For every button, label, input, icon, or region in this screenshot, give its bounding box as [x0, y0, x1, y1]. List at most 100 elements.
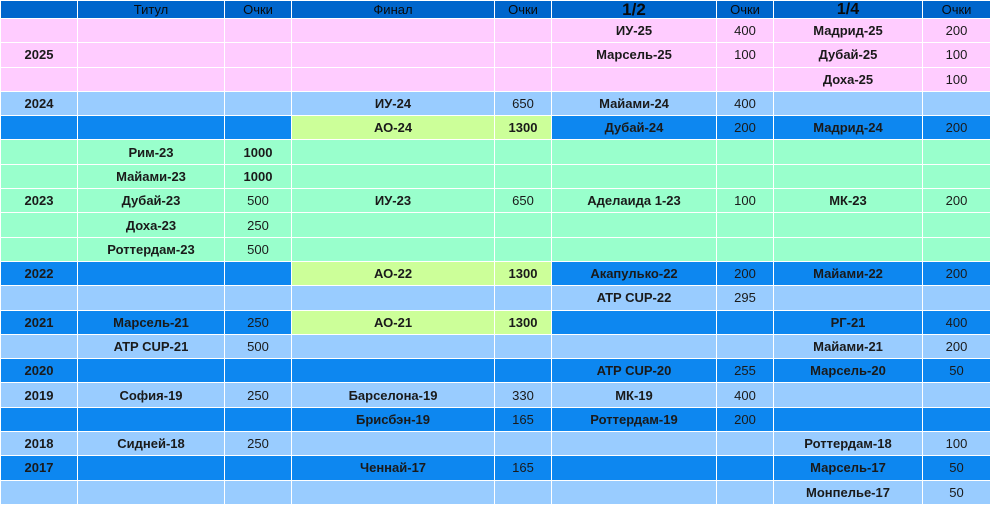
semifinal-points-cell: 295 [717, 286, 773, 310]
quarterfinal-points-cell [923, 237, 990, 261]
semifinal-points-cell [717, 334, 773, 359]
quarterfinal-header: 1/4 [774, 1, 922, 18]
semifinal-header: 1/2 [552, 1, 716, 18]
year-cell: 2019 [1, 383, 77, 407]
title-points-cell [225, 116, 291, 140]
quarterfinal-cell [774, 213, 922, 237]
final-cell: Ченнай-17 [292, 456, 494, 480]
final-points-cell: 1300 [495, 261, 551, 286]
quarterfinal-cell [774, 383, 922, 407]
title-cell [78, 261, 224, 286]
final-points-cell [495, 43, 551, 67]
table-row: 2024 ИУ-24 650 Майами-24 400 [1, 91, 990, 116]
semifinal-points-cell: 400 [717, 91, 773, 116]
final-cell [292, 237, 494, 261]
title-cell: Роттердам-23 [78, 237, 224, 261]
quarterfinal-points-cell [923, 140, 990, 164]
year-cell [1, 286, 77, 310]
final-points-cell [495, 480, 551, 504]
final-points-cell: 165 [495, 407, 551, 432]
final-cell: АО-21 [292, 310, 494, 334]
semifinal-points-cell [717, 67, 773, 91]
final-points-cell [495, 67, 551, 91]
final-points-header: Очки [495, 1, 551, 18]
title-points-cell: 250 [225, 310, 291, 334]
final-cell: ИУ-24 [292, 91, 494, 116]
title-cell [78, 19, 224, 43]
title-cell [78, 91, 224, 116]
year-cell [1, 407, 77, 432]
table-row: 2022 АО-22 1300 Акапулько-22 200 Майами-22 200 [1, 261, 990, 286]
semifinal-points-cell [717, 432, 773, 456]
title-cell: ATP CUP-21 [78, 334, 224, 359]
quarterfinal-cell [774, 407, 922, 432]
table-row: Майами-23 1000 [1, 164, 990, 189]
title-cell: София-19 [78, 383, 224, 407]
semifinal-cell [552, 456, 716, 480]
table-row: Монпелье-17 50 [1, 480, 990, 504]
semifinal-cell: Акапулько-22 [552, 261, 716, 286]
title-points-cell: 500 [225, 237, 291, 261]
title-points-cell [225, 43, 291, 67]
semifinal-points-cell [717, 237, 773, 261]
table-body: ИУ-25 400 Мадрид-25 200 2025 Марсель-25 100 Дуб… [1, 19, 990, 504]
quarterfinal-cell: Марсель-17 [774, 456, 922, 480]
title-points-cell: 250 [225, 383, 291, 407]
table-row: Доха-23 250 [1, 213, 990, 237]
final-cell [292, 19, 494, 43]
table-row: АО-24 1300 Дубай-24 200 Мадрид-24 200 [1, 116, 990, 140]
title-points-cell: 250 [225, 432, 291, 456]
quarterfinal-points-cell: 200 [923, 189, 990, 213]
final-points-cell [495, 237, 551, 261]
semifinal-points-cell [717, 310, 773, 334]
semifinal-cell: ИУ-25 [552, 19, 716, 43]
semifinal-cell: Марсель-25 [552, 43, 716, 67]
final-points-cell [495, 359, 551, 383]
table-row: 2021 Марсель-21 250 АО-21 1300 РГ-21 400 [1, 310, 990, 334]
quarterfinal-points-cell: 400 [923, 310, 990, 334]
table-row: ИУ-25 400 Мадрид-25 200 [1, 19, 990, 43]
table-row: 2020 ATP CUP-20 255 Марсель-20 50 [1, 359, 990, 383]
final-points-cell: 650 [495, 91, 551, 116]
year-cell [1, 237, 77, 261]
semifinal-points-cell [717, 140, 773, 164]
title-cell: Доха-23 [78, 213, 224, 237]
quarterfinal-cell: Мадрид-24 [774, 116, 922, 140]
title-cell [78, 67, 224, 91]
quarterfinal-points-cell: 50 [923, 456, 990, 480]
table-row: 2023 Дубай-23 500 ИУ-23 650 Аделаида 1-23 100 М… [1, 189, 990, 213]
title-points-cell: 500 [225, 189, 291, 213]
quarterfinal-points-cell: 100 [923, 67, 990, 91]
title-points-cell: 1000 [225, 164, 291, 189]
year-cell: 2018 [1, 432, 77, 456]
semifinal-cell: Майами-24 [552, 91, 716, 116]
semifinal-cell [552, 480, 716, 504]
semifinal-cell: Роттердам-19 [552, 407, 716, 432]
final-cell: ИУ-23 [292, 189, 494, 213]
title-cell [78, 456, 224, 480]
final-points-cell: 330 [495, 383, 551, 407]
semifinal-cell [552, 237, 716, 261]
title-points-cell: 500 [225, 334, 291, 359]
quarterfinal-cell: Монпелье-17 [774, 480, 922, 504]
quarterfinal-cell [774, 91, 922, 116]
title-header: Титул [78, 1, 224, 18]
final-points-cell: 165 [495, 456, 551, 480]
final-points-cell: 650 [495, 189, 551, 213]
quarterfinal-points-cell: 200 [923, 116, 990, 140]
header-row: Титул Очки Финал Очки 1/2 Очки 1/4 Очки [1, 1, 990, 18]
year-cell: 2020 [1, 359, 77, 383]
final-cell [292, 480, 494, 504]
semifinal-points-cell [717, 213, 773, 237]
title-cell: Сидней-18 [78, 432, 224, 456]
year-cell: 2022 [1, 261, 77, 286]
quarterfinal-points-cell: 200 [923, 19, 990, 43]
year-cell: 2023 [1, 189, 77, 213]
title-cell: Майами-23 [78, 164, 224, 189]
title-points-cell [225, 286, 291, 310]
quarterfinal-cell: Доха-25 [774, 67, 922, 91]
quarterfinal-points-cell: 200 [923, 261, 990, 286]
title-cell: Марсель-21 [78, 310, 224, 334]
